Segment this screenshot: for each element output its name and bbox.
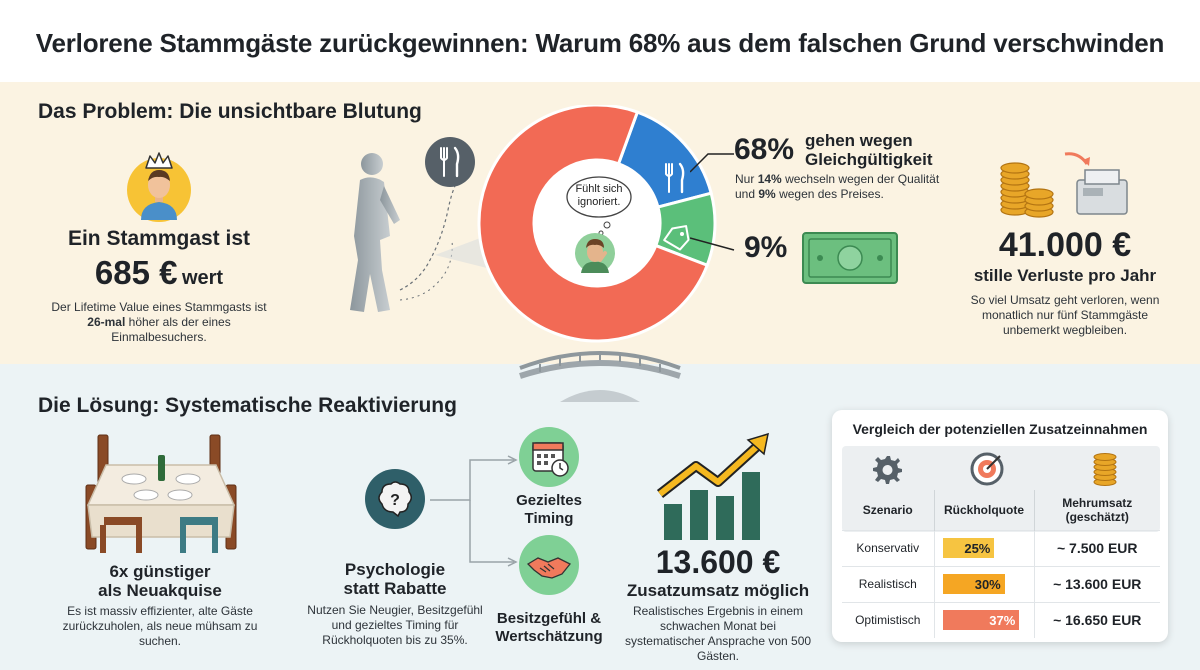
row-scenario: Optimistisch bbox=[855, 613, 921, 628]
col1-title-line2: als Neuakquise bbox=[98, 581, 222, 600]
col1-title-line1: 6x günstiger bbox=[109, 562, 211, 581]
bridge-illustration bbox=[519, 351, 681, 402]
guest-value-line1: Ein Stammgast ist bbox=[67, 227, 251, 250]
comparison-row: Optimistisch 37% ~ 16.650 EUR bbox=[842, 602, 1160, 638]
callout-sub-e: 9% bbox=[758, 187, 776, 201]
col-header-quote: Rückholquote bbox=[933, 490, 1034, 530]
solution-heading: Die Lösung: Systematische Reaktivierung bbox=[38, 394, 457, 417]
thought-bubble bbox=[566, 176, 632, 218]
col3-description: Realistisches Ergebnis in einem schwache… bbox=[624, 604, 812, 663]
callout-sub-b: 14% bbox=[757, 172, 782, 186]
guest-value-description: Der Lifetime Value eines Stammgasts ist … bbox=[40, 300, 278, 345]
col2-title-line1: Psychologie bbox=[344, 560, 446, 579]
title-bar bbox=[0, 0, 1200, 82]
callout-68-subtext: Nur 14% wechseln wegen der Qualität und … bbox=[735, 172, 945, 202]
guest-value-desc-part2: höher als der eines Einmalbesuchers. bbox=[111, 315, 231, 344]
brain-question-icon: ? bbox=[365, 469, 425, 529]
row-quote-cell: 30% bbox=[933, 566, 1034, 602]
page-title: Verlorene Stammgäste zurückgewinnen: War… bbox=[35, 28, 1165, 58]
row-quote-bar: 37% bbox=[942, 610, 1020, 631]
guest-value-suffix: wert bbox=[181, 267, 224, 289]
col3-amount: 13.600 € bbox=[655, 544, 781, 580]
row-quote-label: 37% bbox=[989, 613, 1016, 629]
col-header-revenue: Mehrumsatz (geschätzt) bbox=[1033, 490, 1160, 530]
gear-icon bbox=[873, 456, 902, 484]
coins-and-register-icon bbox=[1000, 152, 1128, 218]
donut-chart bbox=[435, 105, 717, 343]
coin-stack-icon bbox=[1093, 453, 1117, 486]
quality-cutlery-icon bbox=[665, 162, 685, 194]
calendar-clock-icon bbox=[519, 427, 579, 487]
row-revenue: ~ 7.500 EUR bbox=[1033, 530, 1160, 566]
comparison-title: Vergleich der potenziellen Zusatzeinnahm… bbox=[852, 421, 1148, 437]
handshake-icon bbox=[519, 535, 579, 595]
comparison-row: Konservativ 25% ~ 7.500 EUR bbox=[842, 530, 1160, 566]
row-revenue: ~ 13.600 EUR bbox=[1033, 566, 1160, 602]
row-quote-bar: 30% bbox=[942, 574, 1005, 594]
row-scenario: Konservativ bbox=[856, 541, 920, 555]
col2-description: Nutzen Sie Neugier, Besitzgefühl und gez… bbox=[307, 603, 483, 647]
comparison-card: Vergleich der potenziellen Zusatzeinnahm… bbox=[832, 410, 1168, 642]
comparison-row: Realistisch 30% ~ 13.600 EUR bbox=[842, 566, 1160, 602]
callout-9-pct: 9% bbox=[744, 231, 788, 264]
loss-description: So viel Umsatz geht verloren, wenn monat… bbox=[970, 293, 1160, 337]
problem-heading: Das Problem: Die unsichtbare Blutung bbox=[38, 100, 422, 123]
row-quote-bar: 25% bbox=[942, 538, 995, 558]
price-tag-icon bbox=[663, 225, 690, 251]
loss-label: stille Verluste pro Jahr bbox=[973, 266, 1157, 285]
callout-leader-lines bbox=[690, 153, 735, 251]
callout-68-pct: 68% bbox=[734, 133, 795, 166]
col2-title-line2: statt Rabatte bbox=[343, 579, 447, 598]
target-icon bbox=[970, 452, 1004, 486]
guest-value-amount-row: 685 € wert bbox=[40, 254, 278, 292]
growth-bars-icon bbox=[656, 432, 769, 540]
col-header-scenario: Szenario bbox=[862, 502, 913, 517]
cutlery-icon bbox=[425, 137, 475, 187]
branch-bottom-line1: Besitzgefühl & bbox=[496, 610, 602, 627]
restaurant-table-icon bbox=[85, 434, 237, 553]
row-scenario: Realistisch bbox=[858, 577, 917, 591]
guest-value-amount: 685 € bbox=[94, 254, 178, 291]
row-quote-cell: 25% bbox=[933, 530, 1034, 566]
stammgast-avatar-icon bbox=[127, 152, 191, 222]
loss-amount: 41.000 € bbox=[998, 226, 1132, 264]
callout-68-text-line2: Gleichgültigkeit bbox=[805, 150, 933, 169]
col1-description: Es ist massiv effizienter, alte Gäste zu… bbox=[62, 604, 258, 648]
row-revenue: ~ 16.650 EUR bbox=[1033, 602, 1160, 638]
branch-top-line2: Timing bbox=[524, 510, 574, 527]
walking-guest-illustration bbox=[350, 153, 459, 312]
callout-68-text-line1: gehen wegen bbox=[805, 131, 913, 150]
callout-sub-d: und bbox=[735, 187, 756, 201]
svg-text:?: ? bbox=[390, 492, 400, 509]
col3-label: Zusatzumsatz möglich bbox=[626, 581, 810, 600]
guest-value-desc-part1: Der Lifetime Value eines Stammgasts ist bbox=[51, 300, 267, 314]
comparison-table: Szenario Rückholquote Mehrumsatz (geschä… bbox=[842, 490, 1160, 638]
branch-bottom-line2: Wertschätzung bbox=[495, 628, 603, 645]
banknote-icon bbox=[802, 232, 898, 284]
branch-arrows bbox=[430, 455, 518, 567]
row-quote-label: 25% bbox=[964, 541, 991, 556]
thought-bubble-text: Fühlt sich ignoriert. bbox=[575, 183, 623, 208]
row-quote-cell: 37% bbox=[933, 602, 1034, 638]
callout-sub-c: wechseln wegen der Qualität bbox=[785, 172, 940, 186]
callout-sub-f: wegen des Preises. bbox=[779, 187, 884, 201]
guest-value-desc-bold: 26-mal bbox=[87, 315, 126, 329]
branch-top-line1: Gezieltes bbox=[516, 492, 582, 509]
callout-sub-a: Nur bbox=[735, 172, 755, 186]
row-quote-label: 30% bbox=[974, 577, 1001, 592]
